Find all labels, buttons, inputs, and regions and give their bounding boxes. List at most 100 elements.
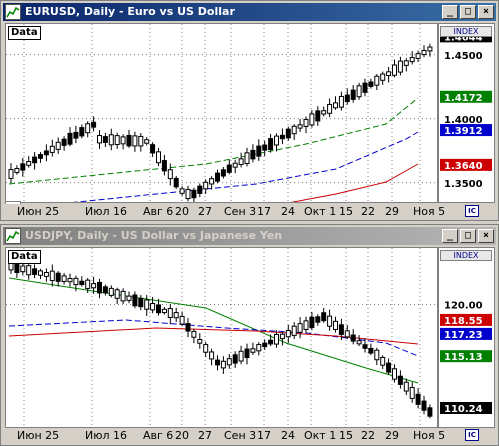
candle-body (55, 272, 61, 282)
candle-body (79, 280, 85, 286)
candle-body (209, 351, 215, 360)
candle-body (55, 141, 61, 150)
candle-body (167, 169, 173, 180)
usdjpy-chart-area[interactable]: 120.00 118.55 117.23 115.13 110.24 Data INDE… (5, 247, 495, 428)
candle-body (232, 162, 238, 168)
candle-body (338, 95, 344, 108)
candle-body (344, 330, 350, 338)
chart-shift-icon[interactable]: IC (465, 205, 479, 217)
maximize-button[interactable]: □ (460, 5, 476, 19)
candle-body (156, 151, 161, 164)
price-label: 1.4644 (444, 32, 483, 43)
candle-body (197, 185, 203, 194)
candle-body (20, 163, 26, 171)
price-label-box (440, 350, 492, 363)
candle-body (386, 71, 392, 77)
candle-body (79, 127, 85, 137)
close-button[interactable]: × (478, 229, 494, 243)
ma-red-line (290, 163, 419, 202)
candle-body (268, 138, 274, 151)
time-axis-label: Июл 16 (85, 429, 128, 442)
candle-body (126, 295, 132, 301)
price-label-box (440, 313, 492, 326)
minimize-button[interactable]: _ (442, 229, 458, 243)
candle-body (191, 330, 197, 338)
eurusd-chart-area[interactable]: 1.4644 1.4500 1.4172 1.4000 1.3912 1.3640 1.35… (5, 23, 495, 203)
candle-body (274, 333, 279, 345)
candle-body (215, 359, 220, 366)
candle-body (156, 304, 161, 314)
candle-body (114, 135, 120, 145)
candle-body (14, 167, 20, 173)
candle-body (185, 188, 191, 200)
candle-body (321, 312, 327, 322)
candle-body (344, 94, 350, 103)
candle-body (220, 169, 226, 177)
usdjpy-titlebar[interactable]: USDJPY, Daily - US Dollar vs Japanese Ye… (3, 227, 496, 245)
candle-body (421, 49, 427, 56)
candle-body (97, 135, 102, 144)
candle-body (291, 125, 297, 135)
candle-body (380, 73, 386, 81)
candle-body (309, 316, 315, 328)
time-axis-label: Ноя 5 (413, 429, 446, 442)
candle-body (32, 156, 38, 164)
candle-body (85, 279, 91, 289)
price-label: 110.24 (444, 404, 483, 415)
price-label-box (440, 327, 492, 340)
candle-body (362, 82, 368, 93)
maximize-button[interactable]: □ (460, 229, 476, 243)
candle-body (132, 294, 138, 307)
candle-body (315, 316, 321, 323)
candle-body (303, 320, 309, 330)
minimize-button[interactable]: _ (442, 5, 458, 19)
candle-body (20, 265, 26, 273)
eurusd-titlebar[interactable]: EURUSD, Daily - Euro vs US Dollar _ □ × (3, 3, 496, 21)
candle-body (244, 348, 250, 359)
candle-body (427, 407, 433, 417)
price-label-box (440, 402, 492, 414)
usdjpy-price-chart[interactable]: 120.00 118.55 117.23 115.13 110.24 (6, 248, 494, 427)
candle-body (173, 312, 179, 319)
candle-body (43, 272, 49, 277)
candle-body (173, 177, 179, 188)
ma-blue-line (72, 131, 419, 202)
candle-body (250, 348, 256, 353)
candle-body (91, 283, 97, 289)
time-axis-label: 27 (198, 205, 212, 218)
candle-body (161, 308, 167, 314)
candle-body (49, 145, 55, 153)
candle-body (309, 113, 315, 126)
candle-body (167, 308, 173, 318)
candle-body (191, 189, 197, 199)
candle-body (220, 360, 226, 369)
time-axis-label: 17 (257, 429, 271, 442)
candle-body (226, 358, 232, 366)
candle-body (138, 135, 144, 147)
candle-body (327, 103, 333, 114)
chart-window-icon (5, 4, 21, 20)
time-axis-label: 29 (385, 429, 399, 442)
candle-body (67, 277, 73, 283)
candle-body (232, 354, 238, 364)
candle-body (374, 75, 380, 86)
price-label: 115.13 (444, 352, 483, 363)
candle-body (415, 53, 421, 59)
candle-body (350, 334, 356, 342)
index-label: INDEX (440, 250, 492, 261)
price-label-box (440, 124, 492, 137)
candle-body (409, 57, 415, 63)
time-axis-label: Ноя 5 (413, 205, 446, 218)
close-button[interactable]: × (478, 5, 494, 19)
candle-body (415, 393, 421, 405)
time-axis-label: 24 (281, 205, 295, 218)
usdjpy-window-title: USDJPY, Daily - US Dollar vs Japanese Ye… (25, 229, 283, 242)
price-label: 1.3912 (444, 126, 483, 137)
candle-body (321, 110, 327, 115)
candle-body (238, 350, 244, 362)
candle-body (268, 339, 274, 345)
candle-body (356, 85, 362, 98)
candle-body (102, 136, 108, 143)
chart-shift-icon[interactable]: IC (465, 429, 479, 441)
